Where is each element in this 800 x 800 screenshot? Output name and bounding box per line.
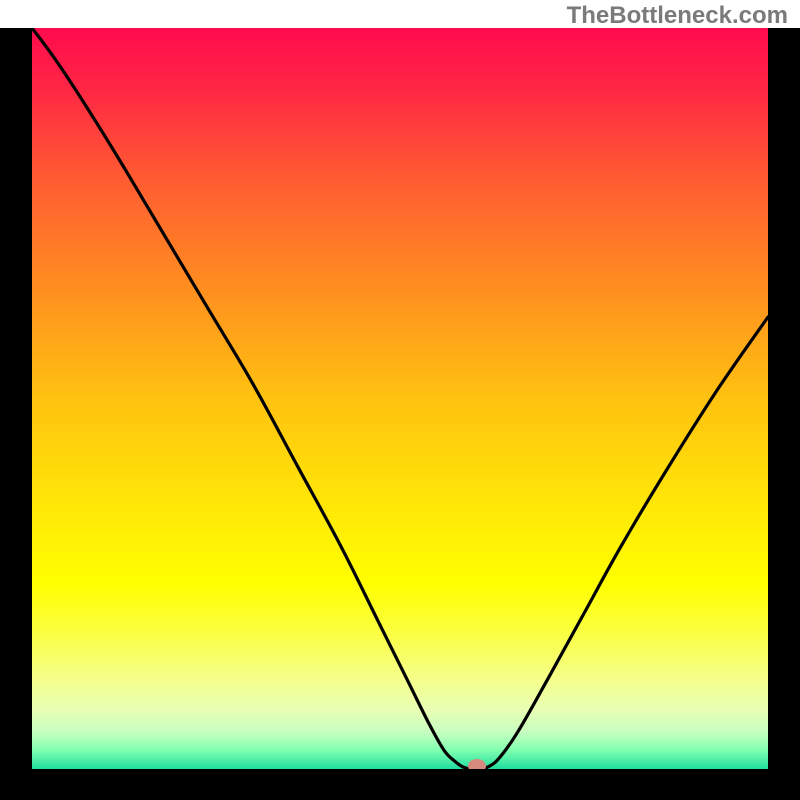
- chart-plot-area: [32, 28, 768, 769]
- bottleneck-curve: [32, 28, 768, 769]
- frame-right: [768, 28, 800, 800]
- frame-left: [0, 28, 32, 800]
- watermark-text: TheBottleneck.com: [567, 2, 788, 30]
- frame-bottom: [0, 769, 800, 800]
- optimal-point-marker: [468, 759, 486, 769]
